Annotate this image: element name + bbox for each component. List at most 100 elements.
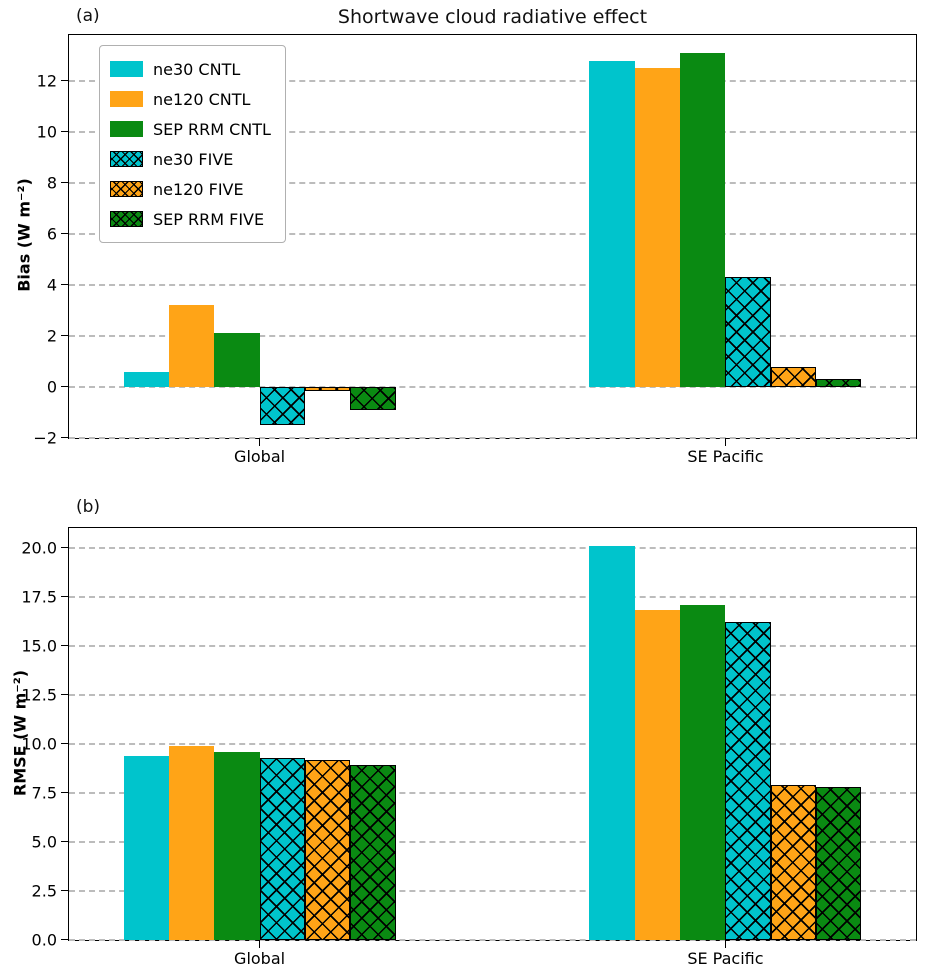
legend-label: SEP RRM FIVE <box>153 209 265 229</box>
bar-ne120-cntl <box>168 745 215 940</box>
gridline <box>69 595 916 598</box>
y-tick-label: 8 <box>46 173 57 193</box>
legend-swatch <box>110 91 143 107</box>
y-tick-mark <box>61 939 69 941</box>
bar-ne120-cntl <box>634 68 681 387</box>
gridline <box>69 385 916 388</box>
y-tick-label: 2 <box>46 326 57 346</box>
gridline <box>69 232 916 235</box>
legend-entry: ne30 FIVE <box>110 144 271 174</box>
legend-label: ne120 CNTL <box>153 89 251 109</box>
y-tick-label: 0.0 <box>31 930 57 950</box>
bar-ne120-cntl <box>634 610 681 940</box>
y-tick-mark <box>61 335 69 337</box>
y-tick-mark <box>61 131 69 133</box>
x-tick-label: SE Pacific <box>687 447 764 466</box>
y-tick-label: 6 <box>46 224 57 244</box>
x-tick-mark <box>724 940 726 948</box>
y-tick-mark <box>61 80 69 82</box>
bar-ne30-cntl <box>123 755 169 940</box>
panel-a-label: (a) <box>76 6 100 26</box>
y-tick-mark <box>61 437 69 439</box>
legend-label: SEP RRM CNTL <box>153 119 271 139</box>
bar-ne30-cntl <box>589 545 635 940</box>
bar-ne30-five <box>725 277 771 387</box>
bar-ne120-cntl <box>168 305 215 387</box>
gridline <box>69 742 916 745</box>
y-tick-label: 0 <box>46 377 57 397</box>
legend-entry: ne120 FIVE <box>110 174 271 204</box>
bar-ne120-five <box>304 759 351 940</box>
y-tick-label: 5.0 <box>31 832 57 852</box>
bar-ne120-five <box>770 785 817 940</box>
y-tick-mark <box>61 284 69 286</box>
legend-entry: SEP RRM FIVE <box>110 204 271 234</box>
bar-ne120-five <box>770 366 817 387</box>
x-tick-label: Global <box>234 447 286 466</box>
bar-ne30-cntl <box>123 371 169 387</box>
y-tick-label: −2 <box>33 428 57 448</box>
y-tick-label: 12.5 <box>21 685 57 705</box>
y-tick-mark <box>61 890 69 892</box>
panel-a-plot-area: −2 0 2 4 6 8 10 12 Global SE Pacific ne30 CNTL ne12… <box>33 34 917 466</box>
legend-entry: SEP RRM CNTL <box>110 114 271 144</box>
legend-entry: ne120 CNTL <box>110 84 271 114</box>
bar-sep-rrm-cntl <box>214 333 260 387</box>
bar-ne30-five <box>259 757 305 940</box>
panel-a-y-axis-label: Bias (W m⁻²) <box>14 178 34 292</box>
chart-title: Shortwave cloud radiative effect <box>337 6 648 28</box>
y-tick-label: 2.5 <box>31 881 57 901</box>
gridline <box>69 546 916 549</box>
legend-label: ne30 FIVE <box>153 149 234 169</box>
y-tick-mark <box>61 595 69 597</box>
y-tick-mark <box>61 182 69 184</box>
y-tick-label: 20.0 <box>21 538 57 558</box>
bar-ne30-cntl <box>589 60 635 387</box>
legend-swatch <box>110 211 143 227</box>
gridline <box>69 889 916 892</box>
gridline <box>69 334 916 337</box>
legend-label: ne30 CNTL <box>153 59 241 79</box>
bar-ne30-five <box>725 622 771 940</box>
x-tick-label: Global <box>234 949 286 968</box>
bar-sep-rrm-five <box>350 765 396 940</box>
y-tick-label: 10.0 <box>21 734 57 754</box>
legend-entry: ne30 CNTL <box>110 54 271 84</box>
panel-b-plot-area: 0.0 2.5 5.0 7.5 10.0 12.5 15.0 17.5 20.0 Global SE… <box>21 527 917 968</box>
x-tick-mark <box>258 438 260 446</box>
gridline <box>69 130 916 133</box>
x-tick-mark <box>258 940 260 948</box>
bar-ne120-five <box>304 386 351 391</box>
bar-ne30-five <box>259 386 305 426</box>
legend: ne30 CNTL ne120 CNTL SEP RRM CNTL ne30 FIVE… <box>99 45 286 243</box>
bar-sep-rrm-cntl <box>680 52 726 387</box>
legend-swatch <box>110 61 143 77</box>
x-tick-mark <box>724 438 726 446</box>
y-tick-mark <box>61 743 69 745</box>
y-tick-mark <box>61 233 69 235</box>
legend-swatch <box>110 151 143 167</box>
legend-label: ne120 FIVE <box>153 179 244 199</box>
gridline <box>69 283 916 286</box>
gridline <box>69 791 916 794</box>
bar-sep-rrm-five <box>816 379 862 387</box>
y-tick-mark <box>61 386 69 388</box>
legend-swatch <box>110 121 143 137</box>
legend-swatch <box>110 181 143 197</box>
y-tick-mark <box>61 546 69 548</box>
bar-sep-rrm-cntl <box>680 604 726 940</box>
bar-sep-rrm-cntl <box>214 751 260 940</box>
y-tick-label: 10 <box>36 122 57 142</box>
gridline <box>69 437 916 439</box>
gridline <box>69 181 916 184</box>
y-tick-mark <box>61 644 69 646</box>
y-tick-mark <box>61 694 69 695</box>
gridline <box>69 644 916 647</box>
x-tick-label: SE Pacific <box>687 949 764 968</box>
y-tick-mark <box>61 792 69 794</box>
y-tick-mark <box>61 841 69 843</box>
gridline <box>69 79 916 82</box>
y-tick-label: 15.0 <box>21 636 57 656</box>
y-tick-label: 7.5 <box>31 783 57 803</box>
